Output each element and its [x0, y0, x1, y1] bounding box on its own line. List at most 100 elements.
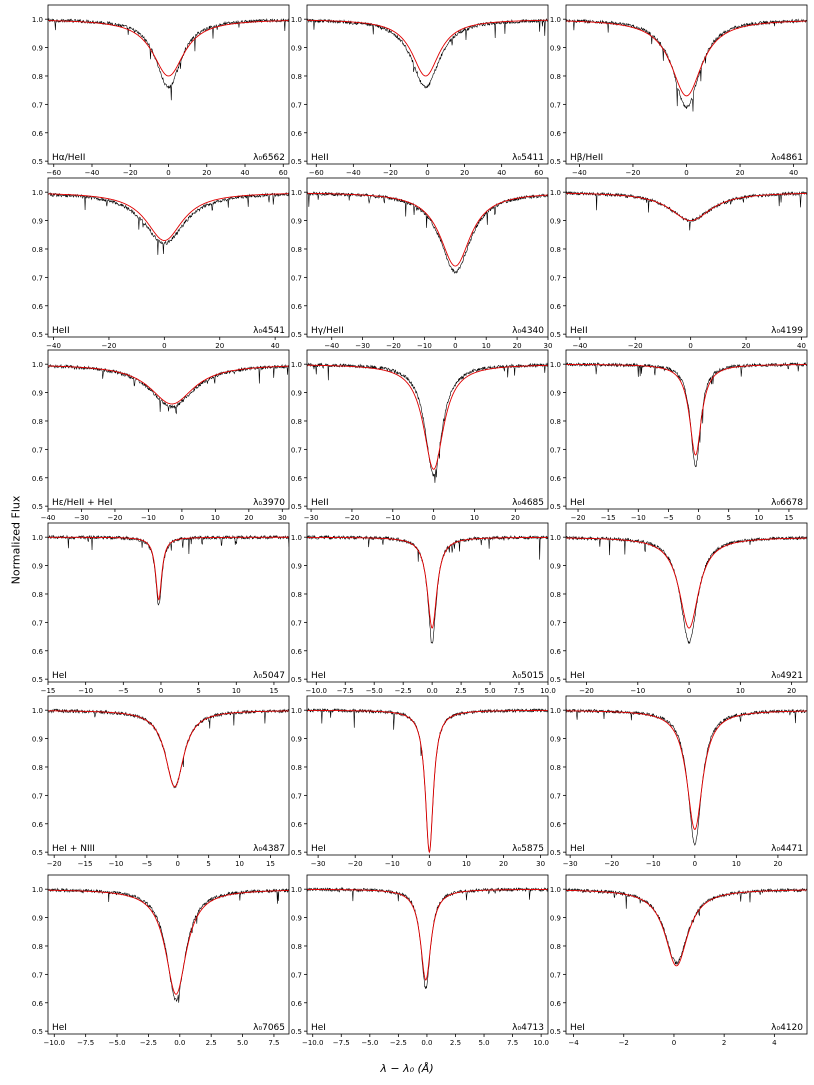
y-tick-label: 0.5	[32, 331, 43, 339]
y-tick-label: 0.6	[291, 648, 303, 656]
x-tick-label: −10.0	[302, 1039, 323, 1047]
y-tick-label: 1.0	[291, 886, 302, 894]
y-tick-label: 0.5	[291, 849, 302, 857]
y-tick-label: 0.5	[550, 676, 561, 684]
panel-4: 0.5 0.6 0.7 0.8 0.9 1.0 −40 −30 −20 −10 0 10 20 30 Hγ/…	[291, 177, 552, 350]
model-spectrum-3	[48, 193, 289, 241]
model-spectrum-8	[566, 364, 807, 456]
line-label: HeI	[311, 1023, 326, 1033]
observed-spectrum-15	[48, 887, 289, 1003]
y-tick-label: 0.6	[32, 130, 44, 138]
y-tick-label: 0.8	[550, 764, 561, 772]
observed-spectrum-17	[566, 887, 807, 965]
x-tick-label: 2.5	[456, 687, 467, 695]
y-tick-label: 0.9	[291, 736, 302, 744]
x-tick-label: −20	[571, 514, 586, 522]
x-tick-label: 0	[453, 342, 457, 350]
lambda-label: λ₀5047	[253, 671, 285, 681]
x-tick-label: 0	[693, 860, 697, 868]
x-axis-label: λ − λ₀ (Å)	[380, 1062, 434, 1075]
y-tick-label: 0.5	[550, 1028, 561, 1036]
x-tick-label: −30	[355, 342, 370, 350]
x-tick-label: −4	[568, 1039, 579, 1047]
y-tick-label: 0.9	[291, 390, 302, 398]
x-tick-label: 15	[266, 860, 275, 868]
x-tick-label: 40	[271, 342, 280, 350]
panel-frame	[565, 177, 808, 338]
y-tick-label: 0.9	[32, 45, 43, 53]
y-tick-label: 0.6	[32, 303, 44, 311]
model-spectrum-11	[566, 537, 807, 629]
y-tick-label: 0.7	[291, 971, 302, 979]
y-tick-label: 1.0	[32, 534, 43, 542]
line-label: HeI	[570, 844, 585, 854]
panel-frame	[565, 349, 808, 510]
y-tick-label: 1.0	[291, 707, 302, 715]
y-tick-label: 0.6	[291, 130, 303, 138]
y-tick-label: 1.0	[32, 886, 43, 894]
panel-12: 0.5 0.6 0.7 0.8 0.9 1.0 −20 −15 −10 −5 0 5 10 15 HeI +…	[32, 695, 290, 868]
observed-spectrum-7	[307, 362, 548, 483]
lambda-label: λ₀4387	[253, 844, 285, 854]
model-spectrum-2	[566, 20, 807, 97]
y-tick-label: 0.5	[291, 331, 302, 339]
y-tick-label: 0.8	[550, 246, 561, 254]
x-tick-label: 60	[279, 169, 288, 177]
x-tick-label: 20	[460, 169, 469, 177]
y-tick-label: 0.8	[32, 246, 43, 254]
panel-16: 0.5 0.6 0.7 0.8 0.9 1.0 −10.0 −7.5 −5.0 −2.5 0.0 2.…	[291, 874, 549, 1047]
y-tick-label: 0.8	[550, 418, 561, 426]
panel-1: 0.5 0.6 0.7 0.8 0.9 1.0 −60 −40 −20 0 20 40 60 HeII λ₀…	[291, 4, 549, 177]
y-tick-label: 0.9	[550, 390, 561, 398]
x-tick-label: −30	[563, 860, 578, 868]
lambda-label: λ₀4541	[253, 326, 285, 336]
lambda-label: λ₀6678	[771, 498, 803, 508]
model-spectrum-10	[307, 536, 548, 629]
y-tick-label: 0.9	[550, 563, 561, 571]
model-spectrum-12	[48, 710, 289, 788]
x-tick-label: 20	[736, 169, 745, 177]
x-tick-label: 0	[427, 860, 431, 868]
line-label: HeI	[52, 1023, 67, 1033]
lambda-label: λ₀4861	[771, 153, 803, 163]
x-tick-label: −40	[324, 342, 339, 350]
x-tick-label: 20	[511, 514, 520, 522]
lambda-label: λ₀5411	[512, 153, 544, 163]
y-tick-label: 0.7	[550, 971, 561, 979]
x-tick-label: −40	[41, 514, 56, 522]
observed-spectrum-12	[48, 708, 289, 789]
y-tick-label: 0.8	[550, 73, 561, 81]
y-tick-label: 0.8	[32, 591, 43, 599]
x-tick-label: 0.0	[421, 1039, 432, 1047]
x-tick-label: 0	[162, 342, 166, 350]
y-tick-label: 0.9	[32, 390, 43, 398]
x-tick-label: 0	[687, 687, 691, 695]
y-tick-label: 1.0	[32, 707, 43, 715]
x-tick-label: 5	[206, 860, 210, 868]
x-tick-label: −20	[102, 342, 117, 350]
x-tick-label: −10	[631, 514, 646, 522]
lambda-label: λ₀4340	[512, 326, 544, 336]
model-spectrum-17	[566, 889, 807, 967]
y-tick-label: 1.0	[291, 361, 302, 369]
y-tick-label: 0.7	[32, 971, 43, 979]
x-tick-label: −10	[417, 342, 432, 350]
panel-frame	[565, 695, 808, 856]
y-tick-label: 0.5	[550, 503, 561, 511]
y-tick-label: 0.9	[291, 915, 302, 923]
x-tick-label: −10	[385, 860, 400, 868]
x-tick-label: 0	[696, 514, 700, 522]
y-tick-label: 0.6	[550, 130, 562, 138]
model-spectrum-9	[48, 536, 289, 601]
y-tick-label: 1.0	[550, 361, 561, 369]
x-tick-label: −10	[630, 687, 645, 695]
model-spectrum-7	[307, 364, 548, 470]
x-tick-label: 5.0	[478, 1039, 489, 1047]
x-tick-label: 20	[742, 342, 751, 350]
line-label: Hγ/HeII	[311, 326, 344, 336]
y-tick-label: 0.6	[291, 475, 303, 483]
y-tick-label: 0.6	[550, 303, 562, 311]
y-tick-label: 0.7	[550, 446, 561, 454]
panel-2: 0.5 0.6 0.7 0.8 0.9 1.0 −40 −20 0 20 40 Hβ/HeII λ₀48…	[550, 4, 808, 177]
x-tick-label: −10	[141, 514, 156, 522]
